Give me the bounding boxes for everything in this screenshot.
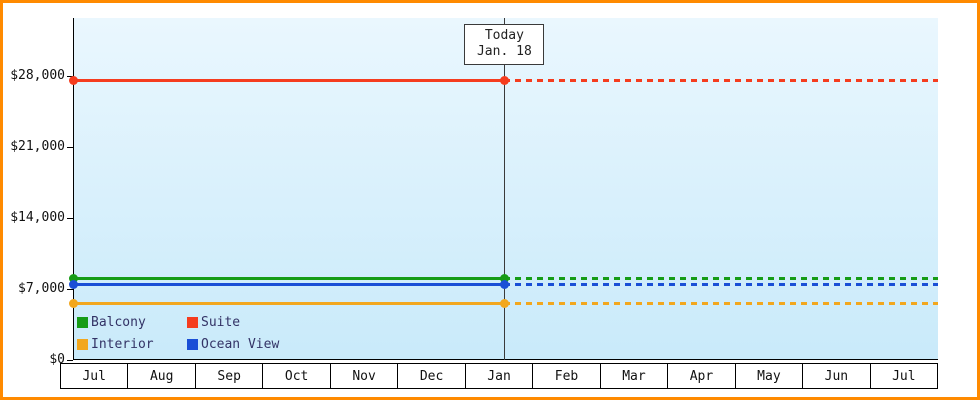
- legend-swatch-interior: [77, 339, 88, 350]
- month-cell-may: May: [734, 363, 804, 389]
- month-cell-oct: Oct: [262, 363, 331, 389]
- today-label: Today: [484, 28, 524, 43]
- series-line-solid-suite: [73, 78, 505, 82]
- series-point-balcony: [68, 274, 78, 284]
- y-axis-tick: [67, 218, 73, 219]
- series-line-dashed-interior: [504, 301, 938, 305]
- month-cell-dec: Dec: [397, 363, 466, 389]
- plot-area: [73, 18, 938, 360]
- legend-label: Suite: [201, 315, 241, 330]
- series-line-dashed-balcony: [504, 277, 938, 281]
- month-cell-apr: Apr: [667, 363, 736, 389]
- series-point-balcony: [499, 274, 509, 284]
- series-line-solid-ocean-view: [73, 283, 505, 287]
- y-axis-label: $21,000: [10, 139, 65, 154]
- series-line-solid-balcony: [73, 277, 505, 281]
- month-cell-aug: Aug: [127, 363, 196, 389]
- y-axis-label: $28,000: [10, 68, 65, 83]
- series-line-solid-interior: [73, 301, 505, 305]
- legend-item-ocean-view: Ocean View: [187, 337, 279, 352]
- legend-swatch-balcony: [77, 317, 88, 328]
- today-marker-box: Today Jan. 18: [464, 24, 545, 65]
- y-axis-tick: [67, 360, 73, 361]
- series-point-suite: [68, 75, 78, 85]
- series-point-interior: [499, 298, 509, 308]
- series-point-ocean-view: [499, 280, 509, 290]
- legend-label: Balcony: [91, 315, 146, 330]
- month-cell-jul: Jul: [60, 363, 129, 389]
- y-axis-label: $14,000: [10, 210, 65, 225]
- legend: Balcony Suite Interior Ocean View: [77, 315, 279, 352]
- legend-swatch-suite: [187, 317, 198, 328]
- month-cell-jan: Jan: [464, 363, 534, 389]
- today-vertical-line: [503, 18, 505, 360]
- y-axis-tick: [67, 147, 73, 148]
- legend-label: Interior: [91, 337, 154, 352]
- legend-label: Ocean View: [201, 337, 280, 352]
- month-cell-mar: Mar: [599, 363, 669, 389]
- y-axis-label: $0: [49, 352, 65, 367]
- series-line-dashed-ocean-view: [504, 283, 938, 287]
- x-axis-months: Jul Aug Sep Oct Nov Dec Jan Feb Mar Apr May Jun Jul: [60, 363, 939, 389]
- series-line-dashed-suite: [504, 78, 938, 82]
- today-date: Jan. 18: [476, 44, 532, 59]
- series-point-ocean-view: [68, 280, 78, 290]
- y-axis-tick: [67, 289, 73, 290]
- legend-swatch-ocean-view: [187, 339, 198, 350]
- chart-layer: Today Jan. 18 Balcony Suite Interior Ocean …: [3, 3, 977, 397]
- y-axis-label: $7,000: [18, 281, 65, 296]
- legend-item-interior: Interior: [77, 337, 183, 352]
- series-point-interior: [68, 298, 78, 308]
- month-cell-sep: Sep: [194, 363, 264, 389]
- legend-item-balcony: Balcony: [77, 315, 183, 330]
- month-cell-jul: Jul: [869, 363, 939, 389]
- month-cell-feb: Feb: [532, 363, 601, 389]
- month-cell-jun: Jun: [802, 363, 871, 389]
- series-point-suite: [499, 75, 509, 85]
- month-cell-nov: Nov: [329, 363, 399, 389]
- legend-item-suite: Suite: [187, 315, 279, 330]
